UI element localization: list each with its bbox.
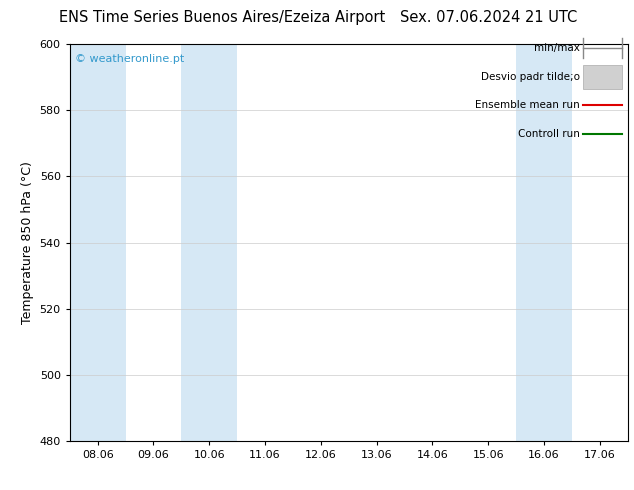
- Text: min/max: min/max: [534, 43, 580, 53]
- Bar: [516, 44, 572, 441]
- Y-axis label: Temperature 850 hPa (°C): Temperature 850 hPa (°C): [21, 161, 34, 324]
- Text: © weatheronline.pt: © weatheronline.pt: [75, 54, 184, 64]
- Bar: [181, 44, 237, 441]
- Bar: [628, 44, 634, 441]
- Text: Ensemble mean run: Ensemble mean run: [476, 100, 580, 110]
- Bar: [583, 65, 622, 89]
- Text: ENS Time Series Buenos Aires/Ezeiza Airport: ENS Time Series Buenos Aires/Ezeiza Airp…: [59, 10, 385, 24]
- Bar: [70, 44, 126, 441]
- Text: Desvio padr tilde;o: Desvio padr tilde;o: [481, 72, 580, 82]
- Text: Controll run: Controll run: [519, 129, 580, 139]
- Text: Sex. 07.06.2024 21 UTC: Sex. 07.06.2024 21 UTC: [399, 10, 577, 24]
